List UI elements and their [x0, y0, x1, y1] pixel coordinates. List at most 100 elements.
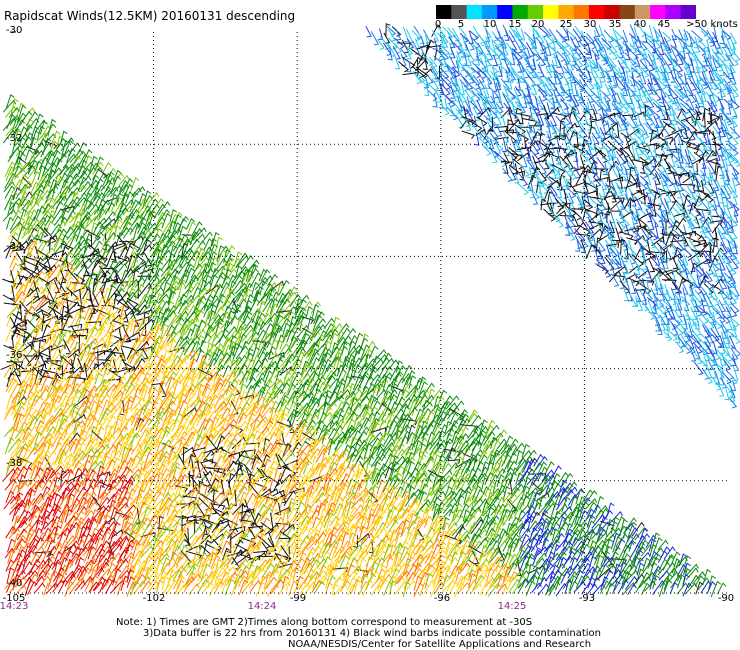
wind-barb — [137, 304, 148, 316]
wind-barb — [485, 45, 494, 61]
wind-barb — [587, 97, 594, 111]
wind-barb — [472, 124, 483, 139]
wind-barb — [276, 310, 292, 316]
wind-barb — [168, 253, 176, 266]
wind-barb — [550, 189, 559, 204]
wind-barb — [729, 306, 738, 317]
wind-barb — [518, 102, 527, 114]
wind-barb — [112, 169, 122, 182]
wind-barb — [604, 197, 611, 210]
wind-barb — [439, 49, 450, 61]
wind-barb — [287, 445, 299, 457]
wind-barb — [120, 220, 131, 235]
wind-barb — [657, 190, 664, 205]
wind-barb — [592, 41, 600, 57]
wind-barb — [689, 202, 697, 215]
wind-barb — [682, 174, 695, 184]
wind-barb — [720, 208, 726, 223]
wind-barb — [370, 385, 380, 402]
wind-barb — [526, 42, 535, 57]
wind-barb — [604, 202, 610, 216]
wind-barb — [134, 280, 139, 299]
wind-barb — [647, 84, 654, 95]
wind-barb — [658, 251, 665, 264]
wind-barb — [664, 311, 670, 326]
wind-barb — [635, 147, 641, 161]
wind-barb — [74, 222, 85, 235]
wind-barb — [618, 209, 626, 223]
wind-barb — [555, 29, 567, 43]
wind-barb — [630, 278, 637, 294]
wind-barb — [99, 199, 111, 212]
wind-barb — [172, 214, 182, 230]
wind-barb — [46, 281, 56, 298]
wind-barb — [614, 258, 623, 269]
wind-barb — [722, 216, 733, 230]
wind-barb — [63, 185, 72, 202]
wind-barb — [544, 141, 555, 157]
wind-barb — [578, 68, 588, 80]
wind-barb — [138, 282, 152, 297]
wind-barb — [27, 218, 41, 235]
wind-barb — [39, 120, 48, 135]
wind-barb — [596, 264, 610, 275]
wind-barb — [83, 238, 92, 256]
wind-barb — [564, 77, 571, 92]
wind-barb — [53, 287, 63, 300]
wind-barb — [620, 101, 630, 114]
wind-barb — [44, 228, 57, 243]
wind-barb — [365, 26, 372, 38]
wind-barb — [684, 149, 691, 165]
wind-barb — [550, 113, 558, 127]
wind-barb — [641, 254, 656, 264]
wind-barb — [89, 155, 98, 172]
wind-barb — [631, 126, 644, 139]
wind-barb — [30, 181, 40, 194]
wind-barb — [56, 192, 67, 204]
wind-barb — [45, 276, 58, 286]
wind-barb — [302, 300, 313, 312]
wind-barb — [627, 89, 633, 105]
wind-barb — [723, 191, 729, 207]
wind-barb — [5, 125, 17, 136]
wind-barb — [177, 261, 190, 275]
wind-barb — [93, 279, 103, 293]
wind-barb — [2, 208, 16, 222]
wind-barb — [591, 154, 598, 169]
wind-barb — [105, 246, 115, 259]
wind-barb — [496, 91, 502, 104]
wind-barb — [681, 203, 690, 218]
wind-barb — [184, 299, 194, 312]
wind-barb — [33, 296, 47, 311]
wind-barb — [454, 55, 460, 69]
wind-barb — [239, 383, 247, 396]
wind-barb — [224, 291, 235, 306]
wind-barb — [203, 298, 212, 311]
wind-barb — [74, 170, 88, 187]
wind-barb — [564, 28, 570, 41]
wind-barb — [548, 209, 561, 223]
wind-barb — [79, 211, 91, 225]
wind-barb — [417, 31, 425, 45]
wind-barb — [125, 280, 135, 297]
wind-barb — [106, 258, 118, 273]
wind-barb — [77, 153, 89, 168]
wind-barb — [162, 281, 170, 297]
wind-barb — [551, 82, 561, 97]
wind-barb — [103, 232, 117, 247]
wind-barb — [653, 222, 659, 238]
wind-barb — [73, 184, 86, 197]
wind-barb — [530, 115, 540, 127]
wind-barb — [604, 97, 611, 111]
wind-barb — [665, 231, 675, 246]
wind-barb — [488, 85, 499, 99]
wind-barb — [161, 228, 172, 242]
wind-barb — [729, 201, 740, 212]
wind-barb — [659, 256, 666, 270]
wind-barb — [51, 293, 64, 309]
wind-barb — [711, 55, 721, 69]
wind-barb — [732, 194, 738, 206]
wind-barb — [610, 190, 617, 203]
wind-barb — [720, 126, 726, 138]
wind-barb — [649, 215, 655, 231]
